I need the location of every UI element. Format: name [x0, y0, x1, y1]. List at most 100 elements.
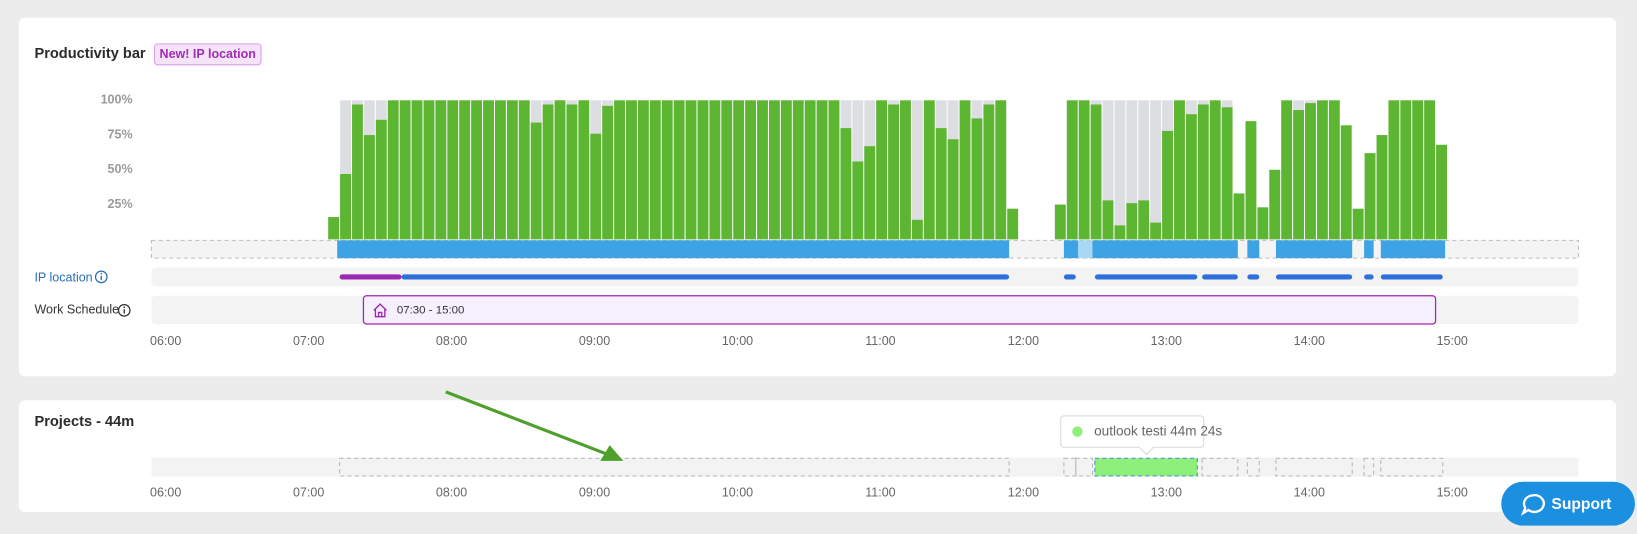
bar — [900, 100, 911, 240]
badge — [153, 43, 262, 66]
bar — [1138, 200, 1150, 240]
x-tick-label: 07:00 — [293, 486, 324, 500]
x-tick-label: 08:00 — [436, 334, 467, 348]
activity-segment — [1380, 240, 1446, 259]
bar — [1281, 100, 1293, 240]
bar — [637, 100, 649, 240]
bar — [1293, 110, 1305, 240]
y-tick-label: 75% — [108, 127, 133, 141]
bar — [864, 146, 876, 240]
bar — [1102, 200, 1114, 240]
bar — [971, 118, 983, 240]
activity-segment — [1275, 240, 1353, 259]
y-tick-label: 100% — [101, 93, 133, 107]
bar — [1162, 130, 1173, 240]
bar — [590, 133, 602, 240]
bar — [661, 100, 673, 240]
bar — [411, 100, 423, 240]
ip-location-label[interactable]: IP location — [34, 270, 92, 284]
bar — [852, 161, 864, 240]
x-tick-label: 11:00 — [865, 486, 895, 500]
x-tick-label: 10:00 — [722, 486, 753, 500]
x-tick-label: 09:00 — [579, 334, 610, 348]
bar — [745, 100, 757, 240]
activity-segment — [337, 240, 1010, 259]
bar — [471, 100, 483, 240]
x-tick-label: 14:00 — [1294, 486, 1325, 500]
x-tick-label: 09:00 — [579, 486, 610, 500]
bar — [1126, 203, 1138, 240]
bar — [757, 100, 768, 240]
bar — [578, 100, 590, 240]
bar — [1400, 100, 1412, 240]
schedule-text: 07:30 - 15:00 — [397, 304, 465, 316]
bar — [375, 119, 387, 240]
bar — [1364, 153, 1376, 240]
bar — [816, 100, 828, 240]
bar — [1233, 193, 1245, 240]
bar — [1150, 222, 1162, 240]
card-title: Productivity bar — [34, 46, 145, 62]
project-segment — [1275, 457, 1353, 477]
info-icon[interactable] — [94, 270, 108, 284]
bar — [435, 100, 447, 240]
bar — [1376, 135, 1388, 240]
bar — [626, 100, 637, 240]
bar — [923, 100, 935, 240]
x-tick-label: 12:00 — [1008, 486, 1039, 500]
bar — [328, 217, 340, 240]
bar — [1174, 100, 1185, 240]
bar — [483, 100, 494, 240]
bar — [983, 104, 995, 240]
activity-segment — [1092, 240, 1238, 259]
bar — [352, 104, 363, 240]
bar — [1257, 207, 1269, 240]
schedule-block — [362, 295, 1437, 325]
bar — [947, 139, 959, 240]
bar — [673, 100, 685, 240]
bar — [1066, 100, 1078, 240]
project-segment — [1094, 457, 1198, 477]
project-segment — [1201, 457, 1239, 477]
x-tick-label: 12:00 — [1008, 334, 1039, 348]
annotation-arrow — [445, 390, 624, 461]
bar — [399, 100, 411, 240]
bar — [1102, 100, 1114, 240]
support-text[interactable]: Support — [1551, 496, 1612, 513]
x-tick-label: 08:00 — [436, 486, 467, 500]
badge-text: New! IP location — [160, 47, 256, 61]
work-schedule-label: Work Schedule — [34, 303, 119, 317]
bar — [888, 104, 899, 240]
bar — [1316, 100, 1328, 240]
support-button[interactable]: Support — [1501, 481, 1635, 526]
bar — [1197, 104, 1209, 240]
bar — [935, 128, 947, 240]
x-tick-label: 13:00 — [1151, 334, 1182, 348]
bar — [733, 100, 745, 240]
tooltip: outlook testi 44m 24s — [1060, 415, 1222, 456]
bar — [530, 122, 542, 240]
bar — [1138, 100, 1150, 240]
projects-title: Projects - 44m — [34, 414, 134, 430]
activity-segment — [1078, 240, 1093, 259]
bar — [911, 219, 923, 240]
bar — [697, 100, 709, 240]
bar — [876, 100, 888, 240]
x-tick-label: 14:00 — [1294, 334, 1325, 348]
bar — [780, 100, 792, 240]
bar — [1221, 107, 1233, 240]
bar — [542, 104, 554, 240]
bar — [1150, 100, 1162, 240]
x-tick-label: 11:00 — [865, 334, 895, 348]
bar — [614, 100, 625, 240]
y-tick-label: 50% — [108, 162, 133, 176]
bar — [1114, 225, 1126, 240]
bar — [828, 100, 840, 240]
bar — [1245, 121, 1257, 240]
bar — [1436, 144, 1447, 240]
info-icon[interactable] — [117, 303, 131, 317]
bar — [721, 100, 733, 240]
project-segment — [1075, 457, 1094, 477]
